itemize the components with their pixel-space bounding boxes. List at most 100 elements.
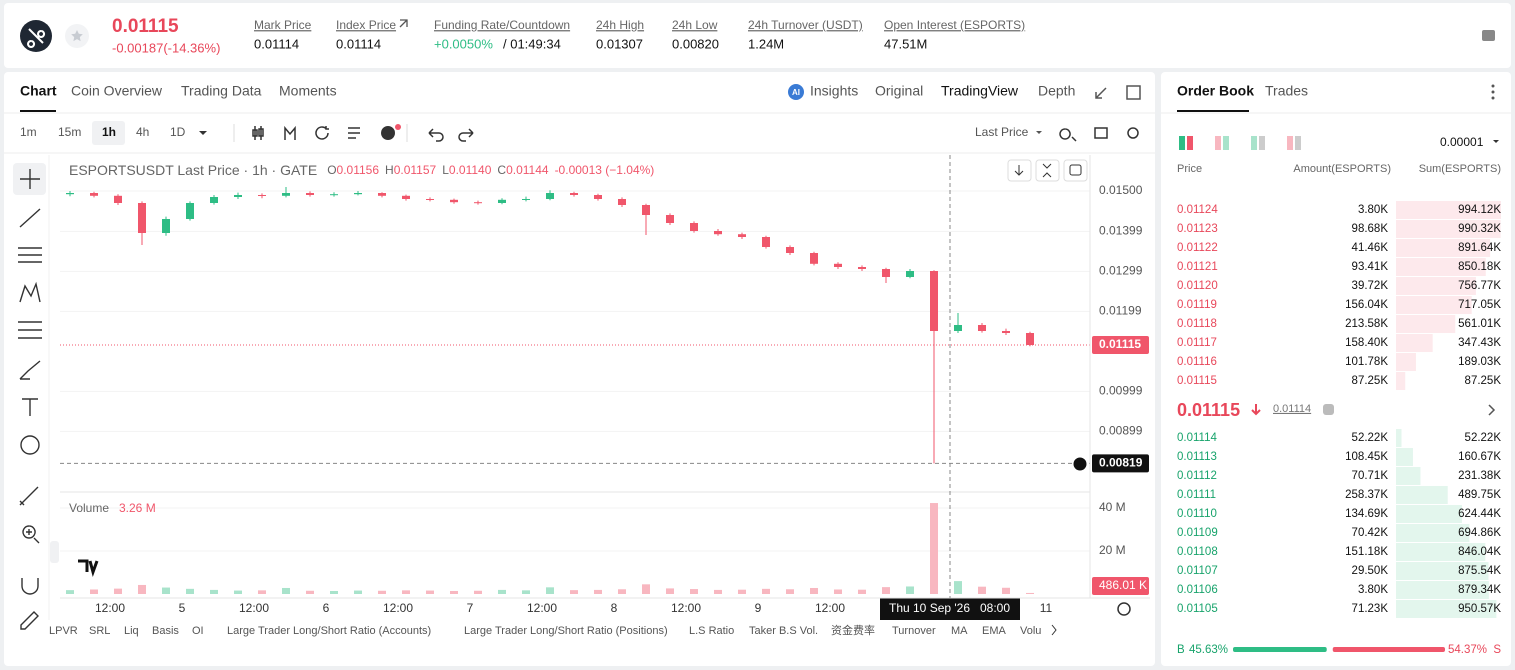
more-arrow[interactable] <box>1488 404 1496 416</box>
emoji-tool[interactable] <box>20 435 40 455</box>
candle-type-icon[interactable] <box>252 126 264 140</box>
book-price[interactable]: 0.01122 <box>1177 242 1218 254</box>
view-tab[interactable]: Depth <box>1038 83 1075 99</box>
chart-tab[interactable]: Moments <box>279 83 337 99</box>
redo-icon[interactable] <box>458 128 474 142</box>
book-price[interactable]: 0.01118 <box>1177 318 1217 330</box>
view-tab[interactable]: Original <box>875 83 923 99</box>
book-price[interactable]: 0.01105 <box>1177 603 1218 615</box>
view-bids[interactable] <box>1259 136 1265 150</box>
maximize-button[interactable] <box>1063 159 1088 182</box>
indicator[interactable]: 资金费率 <box>831 623 875 637</box>
chart-tab[interactable]: Coin Overview <box>71 83 163 99</box>
precision-caret[interactable] <box>1493 140 1499 143</box>
indicator[interactable]: Taker B.S Vol. <box>749 625 818 637</box>
book-price[interactable]: 0.01121 <box>1177 261 1218 273</box>
book-amount: 258.37K <box>1345 489 1388 501</box>
book-price[interactable]: 0.01109 <box>1177 527 1218 539</box>
compare-icon[interactable] <box>315 126 329 140</box>
book-price[interactable]: 0.01107 <box>1177 565 1218 577</box>
book-price[interactable]: 0.01108 <box>1177 546 1218 558</box>
view-both[interactable] <box>1179 136 1185 150</box>
view-tab[interactable]: Insights <box>810 83 858 99</box>
expand-icon[interactable] <box>1095 87 1107 99</box>
pattern-tool[interactable] <box>19 281 41 303</box>
external-link-icon[interactable] <box>399 19 408 28</box>
indicator[interactable]: OI <box>192 625 204 637</box>
view-tab[interactable]: TradingView <box>941 83 1019 99</box>
book-tab[interactable]: Trades <box>1265 83 1308 99</box>
indicator[interactable]: Volu <box>1020 625 1041 637</box>
ruler-tool[interactable] <box>19 486 39 506</box>
buy-ratio: 45.63% <box>1189 644 1228 656</box>
trendline-tool[interactable] <box>19 208 41 228</box>
indicator[interactable]: LPVR <box>49 625 78 637</box>
book-price[interactable]: 0.01110 <box>1177 508 1217 520</box>
chart-tab[interactable]: Chart <box>20 83 57 99</box>
interval[interactable]: 1h <box>102 125 116 139</box>
book-price[interactable]: 0.01116 <box>1177 356 1217 368</box>
interval-caret[interactable] <box>199 131 207 135</box>
book-price[interactable]: 0.01113 <box>1177 451 1217 463</box>
view-sells[interactable] <box>1295 136 1301 150</box>
view-asks[interactable] <box>1223 136 1229 150</box>
indicator[interactable]: Large Trader Long/Short Ratio (Positions… <box>464 625 668 637</box>
brush-tool[interactable] <box>19 360 41 380</box>
book-price[interactable]: 0.01119 <box>1177 299 1217 311</box>
zoom-tool[interactable] <box>22 525 40 544</box>
book-price[interactable]: 0.01115 <box>1177 375 1217 387</box>
indicator[interactable]: L.S Ratio <box>689 625 734 637</box>
settings-icon[interactable] <box>1482 30 1495 41</box>
interval[interactable]: 15m <box>58 125 81 139</box>
side-toggle[interactable] <box>50 541 59 563</box>
collapse-button[interactable] <box>1035 159 1060 182</box>
template-icon[interactable] <box>348 127 360 139</box>
book-price[interactable]: 0.01117 <box>1177 337 1217 349</box>
view-asks[interactable] <box>1215 136 1221 150</box>
indicator[interactable]: Liq <box>124 625 139 637</box>
add-icon[interactable] <box>381 126 395 140</box>
indicator[interactable]: Basis <box>152 625 179 637</box>
precision[interactable]: 0.00001 <box>1440 135 1484 149</box>
magnet-tool[interactable] <box>21 578 39 595</box>
book-price[interactable]: 0.01111 <box>1177 489 1216 501</box>
view-bids[interactable] <box>1251 136 1257 150</box>
indicator[interactable]: Turnover <box>892 625 936 637</box>
book-price[interactable]: 0.01106 <box>1177 584 1218 596</box>
projection-tool[interactable] <box>18 321 42 339</box>
price-source[interactable]: Last Price <box>975 125 1029 139</box>
gear-icon[interactable] <box>1127 127 1139 139</box>
indicator[interactable]: EMA <box>982 625 1007 637</box>
interval[interactable]: 1m <box>20 125 37 139</box>
indicator[interactable]: SRL <box>89 625 110 637</box>
book-price[interactable]: 0.01124 <box>1177 204 1218 216</box>
text-tool[interactable] <box>22 398 38 416</box>
search-icon[interactable] <box>1059 128 1077 142</box>
crosshair-tool[interactable] <box>20 169 40 189</box>
tv-logo-glyph <box>78 559 99 577</box>
lock-tool[interactable] <box>20 611 39 630</box>
book-tab[interactable]: Order Book <box>1177 83 1254 99</box>
add-alert-icon[interactable] <box>1072 456 1088 472</box>
view-both[interactable] <box>1187 136 1193 150</box>
window-icon[interactable] <box>1126 85 1141 100</box>
book-price[interactable]: 0.01120 <box>1177 280 1218 292</box>
chart-tab[interactable]: Trading Data <box>181 83 262 99</box>
price-source-caret[interactable] <box>1036 131 1042 134</box>
indicator[interactable]: Large Trader Long/Short Ratio (Accounts) <box>227 625 431 637</box>
undo-icon[interactable] <box>428 128 444 142</box>
volume-bar <box>690 589 698 594</box>
view-sells[interactable] <box>1287 136 1293 150</box>
interval[interactable]: 1D <box>170 125 186 139</box>
interval[interactable]: 4h <box>136 125 149 139</box>
book-price[interactable]: 0.01123 <box>1177 223 1218 235</box>
legend-change: -0.00013 (−1.04%) <box>555 163 655 177</box>
indicator-icon[interactable] <box>284 125 296 140</box>
indicator[interactable]: MA <box>951 625 968 637</box>
fib-tool[interactable] <box>18 247 42 263</box>
indicator-more[interactable] <box>1051 624 1057 636</box>
time-settings-icon[interactable] <box>1117 602 1131 616</box>
book-price[interactable]: 0.01114 <box>1177 432 1217 444</box>
book-price[interactable]: 0.01112 <box>1177 470 1217 482</box>
camera-icon[interactable] <box>1094 127 1108 139</box>
